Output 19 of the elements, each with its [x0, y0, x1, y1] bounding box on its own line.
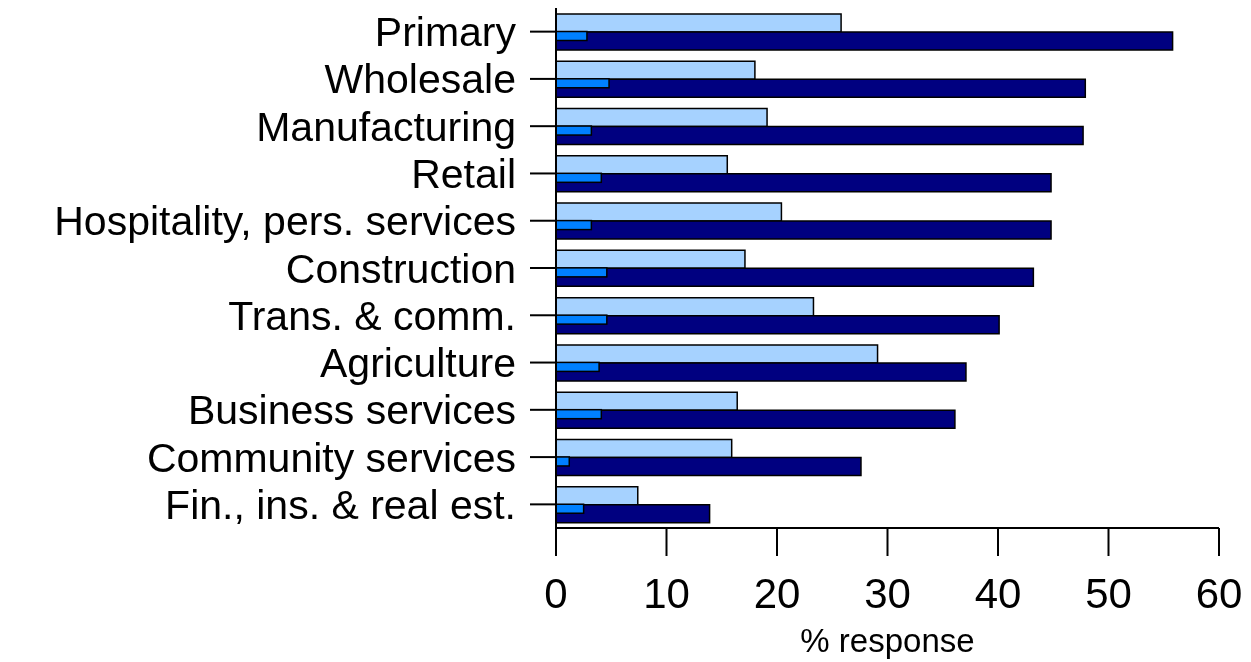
- y-tick-label: Primary: [374, 9, 517, 56]
- x-tick-label: 60: [1195, 569, 1243, 617]
- y-tick-label: Construction: [285, 245, 516, 292]
- x-tick-label: 10: [643, 569, 690, 617]
- y-tick-label: Fin., ins. & real est.: [165, 481, 516, 528]
- y-tick-label: Trans. & comm.: [228, 292, 516, 339]
- x-tick-label: 0: [544, 569, 568, 617]
- x-tick-label: 30: [864, 569, 911, 617]
- y-tick-label: Agriculture: [320, 340, 516, 387]
- y-tick-label: Manufacturing: [256, 103, 516, 150]
- y-tick-label: Community services: [146, 434, 516, 481]
- y-tick-label: Wholesale: [324, 56, 516, 103]
- x-tick-label: 40: [974, 569, 1022, 617]
- x-tick-label: 50: [1085, 569, 1132, 617]
- x-axis-title: % response: [800, 622, 975, 659]
- y-tick-label: Hospitality, pers. services: [54, 198, 516, 245]
- y-tick-label: Retail: [411, 151, 516, 198]
- x-tick-label: 20: [753, 569, 801, 617]
- y-tick-label: Business services: [187, 387, 516, 434]
